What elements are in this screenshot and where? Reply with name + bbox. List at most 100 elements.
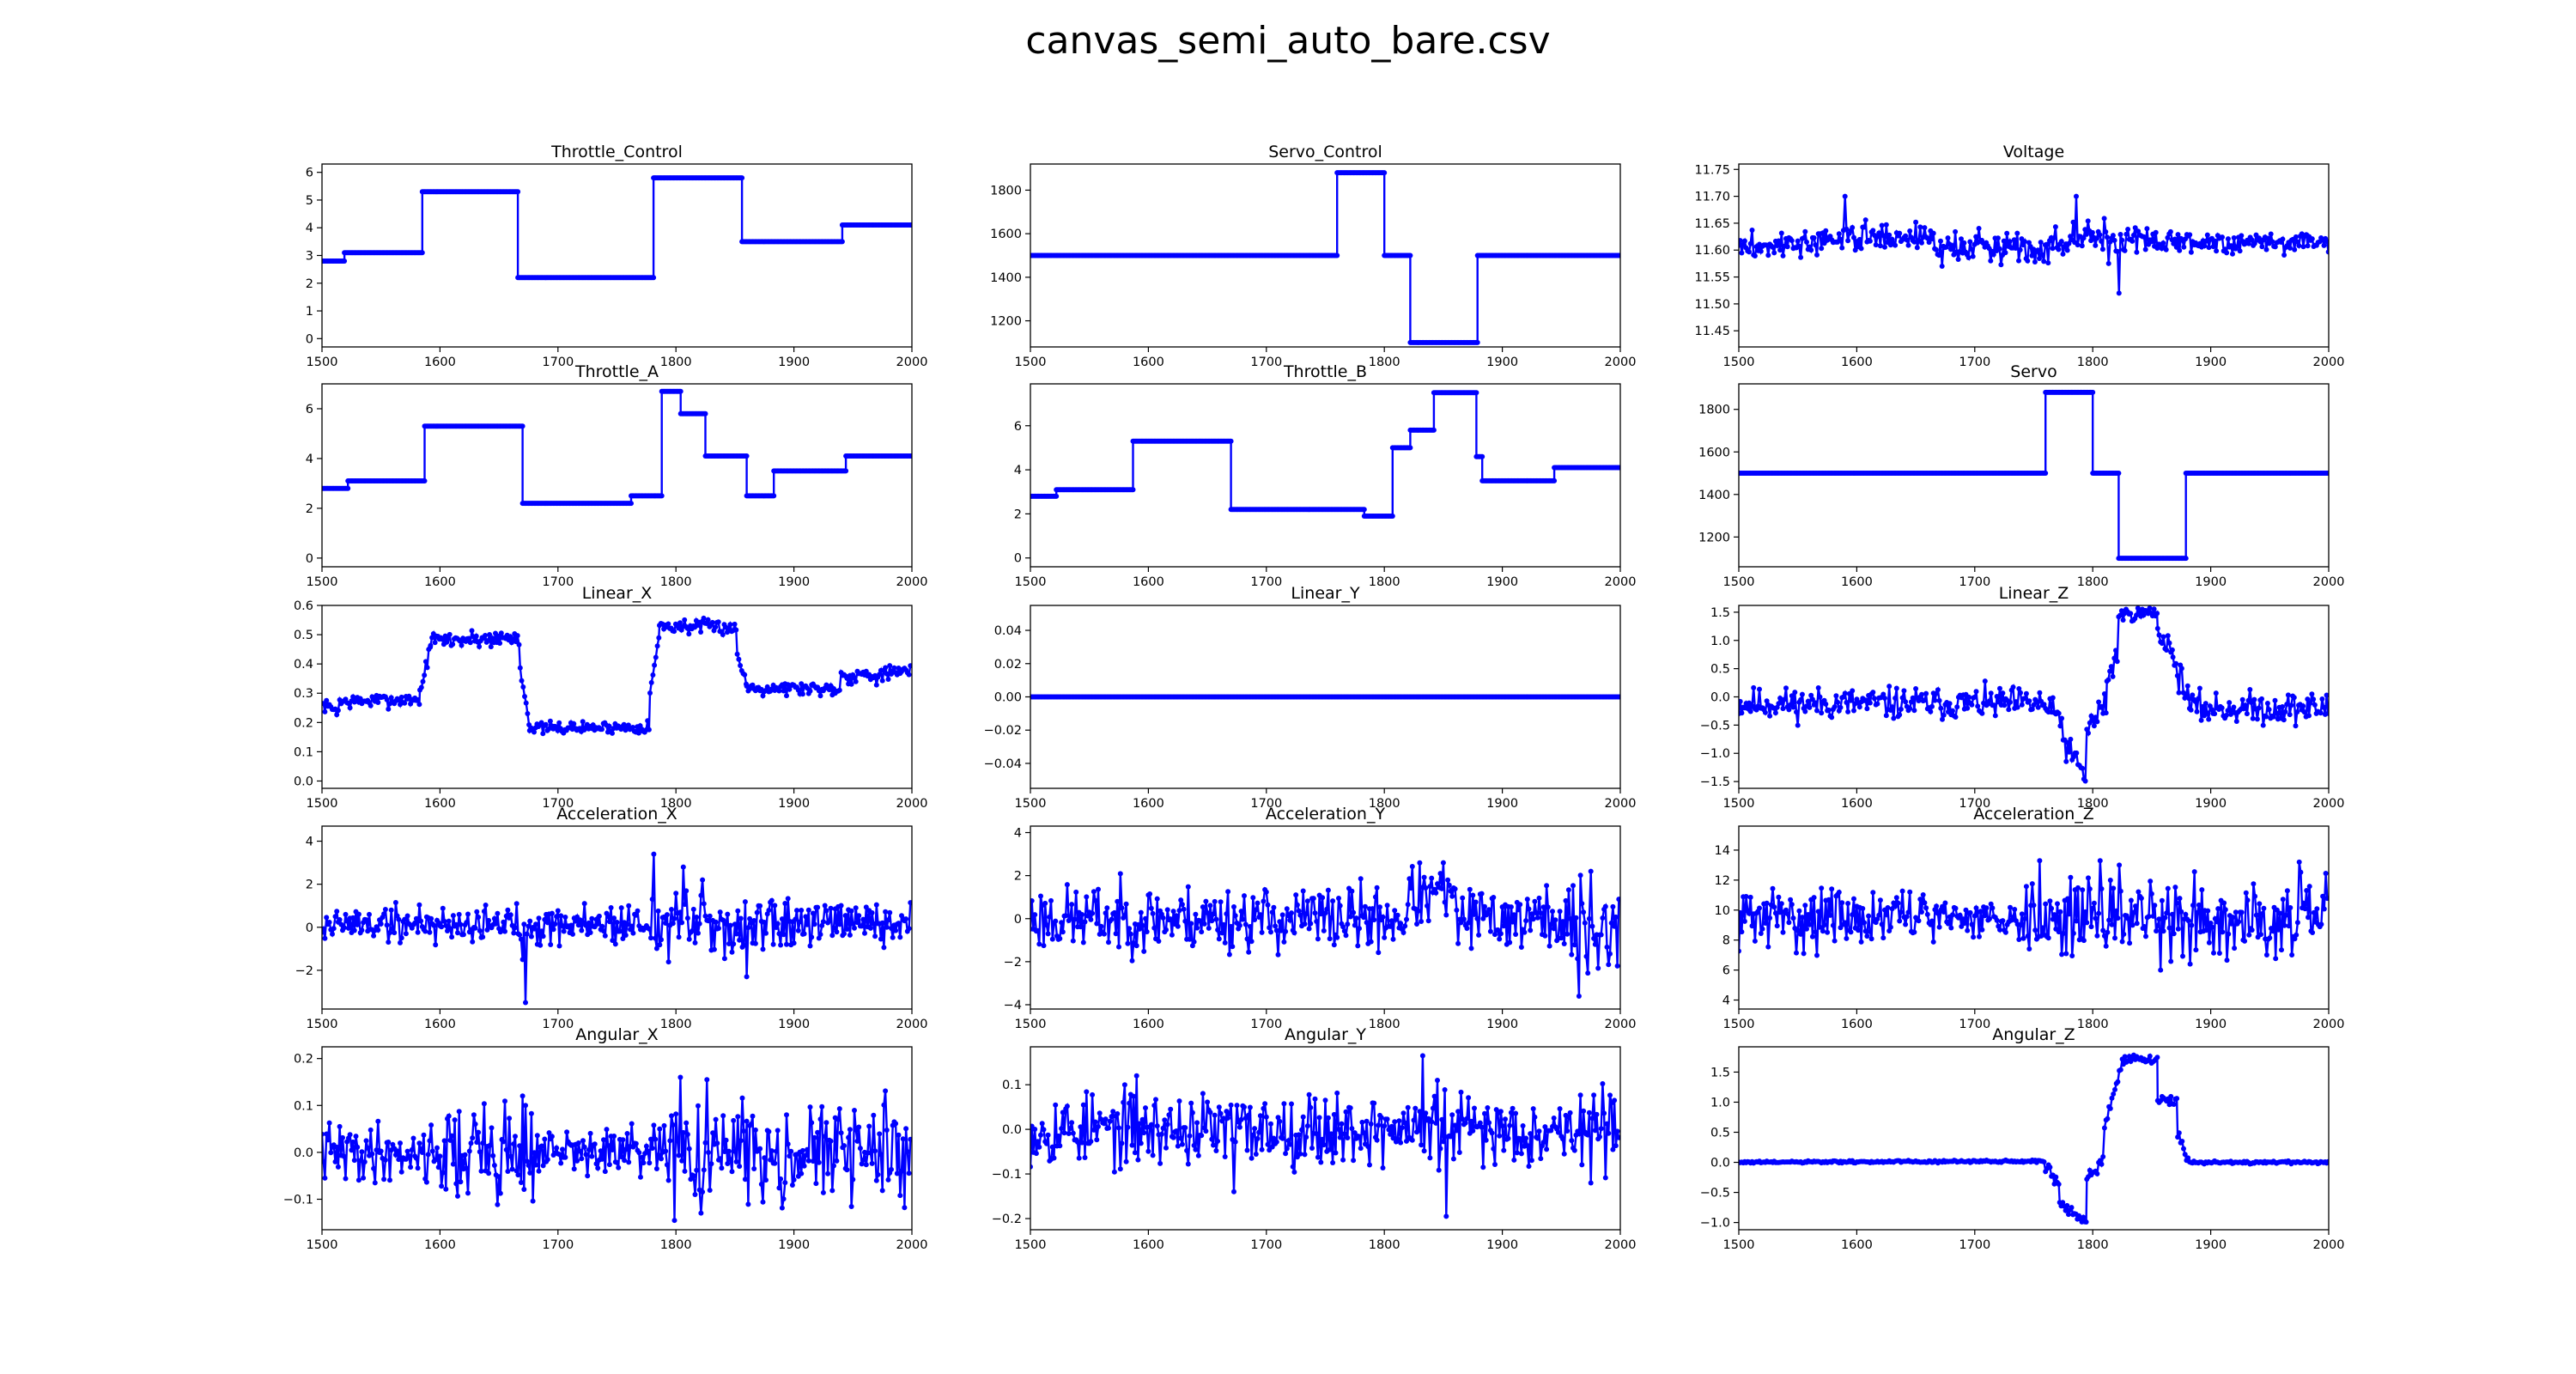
data-point <box>2079 243 2085 249</box>
data-point <box>2227 700 2233 706</box>
y-tick-label: 2 <box>306 277 313 291</box>
data-point <box>2045 260 2051 266</box>
data-point <box>540 731 546 737</box>
series-markers <box>322 175 912 281</box>
x-tick-label: 2000 <box>896 1018 928 1031</box>
data-point <box>533 921 538 927</box>
data-point <box>799 691 805 697</box>
data-point <box>856 913 862 919</box>
data-point <box>652 662 658 668</box>
data-point <box>1776 238 1782 244</box>
data-point <box>1848 697 1854 703</box>
data-point <box>2210 244 2216 250</box>
data-point <box>1747 708 1753 714</box>
data-point <box>1043 922 1049 928</box>
y-tick-label: 4 <box>1014 827 1022 841</box>
data-point <box>2204 710 2210 716</box>
data-point <box>2237 248 2243 254</box>
data-point <box>1862 217 1868 223</box>
data-point <box>819 922 825 928</box>
data-point <box>1867 700 1873 706</box>
data-point <box>337 917 343 922</box>
data-point <box>1792 690 1798 696</box>
data-point <box>1852 247 1858 253</box>
data-point <box>906 926 912 932</box>
data-point <box>671 629 677 635</box>
data-point <box>820 919 826 925</box>
data-point <box>2068 736 2074 742</box>
data-point <box>570 931 575 937</box>
data-point <box>1883 713 1889 719</box>
x-tick-label: 1700 <box>542 575 574 589</box>
data-point <box>887 909 893 915</box>
data-point <box>326 920 332 925</box>
data-point <box>2094 235 2099 241</box>
data-point <box>2153 229 2159 235</box>
data-point <box>335 708 341 714</box>
data-point <box>848 681 854 687</box>
data-point <box>754 909 760 915</box>
data-point <box>791 940 797 946</box>
data-point <box>2288 702 2294 708</box>
data-point <box>784 693 789 699</box>
data-point <box>523 1000 528 1006</box>
data-point <box>1953 714 1959 720</box>
data-point <box>355 921 361 927</box>
data-point <box>2134 249 2140 255</box>
data-point <box>1933 246 1939 252</box>
data-point <box>1431 427 1437 433</box>
data-point <box>2094 719 2100 725</box>
data-point <box>698 629 704 635</box>
series-markers <box>1030 390 1620 519</box>
data-point <box>322 708 328 714</box>
data-point <box>488 644 494 650</box>
data-point <box>1082 919 1088 925</box>
data-point <box>2105 260 2111 266</box>
data-point <box>1795 238 1801 244</box>
data-point <box>2128 611 2134 617</box>
data-point <box>1877 243 1883 249</box>
data-point <box>817 693 823 699</box>
data-point <box>460 932 466 938</box>
x-tick-label: 2000 <box>1605 575 1637 589</box>
data-point <box>2171 240 2177 246</box>
data-point <box>2119 237 2125 243</box>
data-point <box>665 621 671 627</box>
data-point <box>2259 244 2265 250</box>
data-point <box>515 189 521 195</box>
data-point <box>422 672 428 678</box>
data-point <box>1955 257 1961 262</box>
data-point <box>375 700 381 705</box>
data-point <box>404 913 410 919</box>
x-tick-label: 1900 <box>778 1018 810 1031</box>
data-point <box>1911 239 1917 245</box>
data-point <box>524 931 530 937</box>
x-tick-label: 1600 <box>424 1018 456 1031</box>
subplot-title: Acceleration_Y <box>1266 805 1386 824</box>
data-point <box>544 920 550 926</box>
data-point <box>2204 232 2210 238</box>
y-tick-label: −0.5 <box>1700 719 1730 733</box>
data-point <box>2243 702 2249 708</box>
data-point <box>428 915 434 921</box>
data-point <box>408 701 414 707</box>
data-point <box>1987 698 1992 704</box>
data-point <box>587 930 593 935</box>
data-point <box>635 908 641 914</box>
data-point <box>705 617 711 623</box>
data-point <box>1798 696 1804 702</box>
plot-frame <box>321 383 913 568</box>
y-tick-label: 1.0 <box>1710 635 1730 648</box>
data-point <box>2114 659 2120 665</box>
data-point <box>2035 704 2041 710</box>
data-point <box>2066 749 2072 755</box>
y-tick-label: 4 <box>306 222 313 235</box>
data-point <box>484 927 490 933</box>
data-point <box>536 915 542 921</box>
data-point <box>1774 243 1780 248</box>
series-line <box>1739 196 2329 294</box>
data-point <box>1922 225 1928 231</box>
data-point <box>419 250 425 256</box>
data-point <box>2196 685 2202 691</box>
